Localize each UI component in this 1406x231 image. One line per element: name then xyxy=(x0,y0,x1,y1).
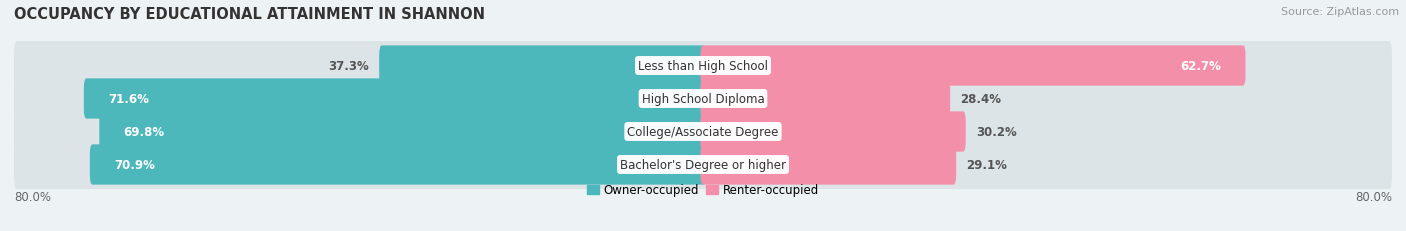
Text: 29.1%: 29.1% xyxy=(966,158,1007,171)
Text: 62.7%: 62.7% xyxy=(1181,60,1222,73)
Text: 28.4%: 28.4% xyxy=(960,93,1001,106)
FancyBboxPatch shape xyxy=(380,46,706,86)
Text: 70.9%: 70.9% xyxy=(114,158,155,171)
Legend: Owner-occupied, Renter-occupied: Owner-occupied, Renter-occupied xyxy=(582,179,824,201)
Text: Source: ZipAtlas.com: Source: ZipAtlas.com xyxy=(1281,7,1399,17)
Text: High School Diploma: High School Diploma xyxy=(641,93,765,106)
FancyBboxPatch shape xyxy=(14,138,1392,191)
FancyBboxPatch shape xyxy=(84,79,706,119)
Text: 37.3%: 37.3% xyxy=(328,60,368,73)
Text: 30.2%: 30.2% xyxy=(976,125,1017,138)
FancyBboxPatch shape xyxy=(14,105,1392,158)
FancyBboxPatch shape xyxy=(700,79,950,119)
FancyBboxPatch shape xyxy=(700,145,956,185)
FancyBboxPatch shape xyxy=(90,145,706,185)
FancyBboxPatch shape xyxy=(14,73,1392,126)
FancyBboxPatch shape xyxy=(700,112,966,152)
Text: 69.8%: 69.8% xyxy=(124,125,165,138)
FancyBboxPatch shape xyxy=(14,40,1392,93)
Text: 80.0%: 80.0% xyxy=(1355,190,1392,203)
FancyBboxPatch shape xyxy=(700,46,1246,86)
Text: College/Associate Degree: College/Associate Degree xyxy=(627,125,779,138)
Text: OCCUPANCY BY EDUCATIONAL ATTAINMENT IN SHANNON: OCCUPANCY BY EDUCATIONAL ATTAINMENT IN S… xyxy=(14,7,485,22)
FancyBboxPatch shape xyxy=(100,112,706,152)
Text: Less than High School: Less than High School xyxy=(638,60,768,73)
Text: Bachelor's Degree or higher: Bachelor's Degree or higher xyxy=(620,158,786,171)
Text: 80.0%: 80.0% xyxy=(14,190,51,203)
Text: 71.6%: 71.6% xyxy=(108,93,149,106)
